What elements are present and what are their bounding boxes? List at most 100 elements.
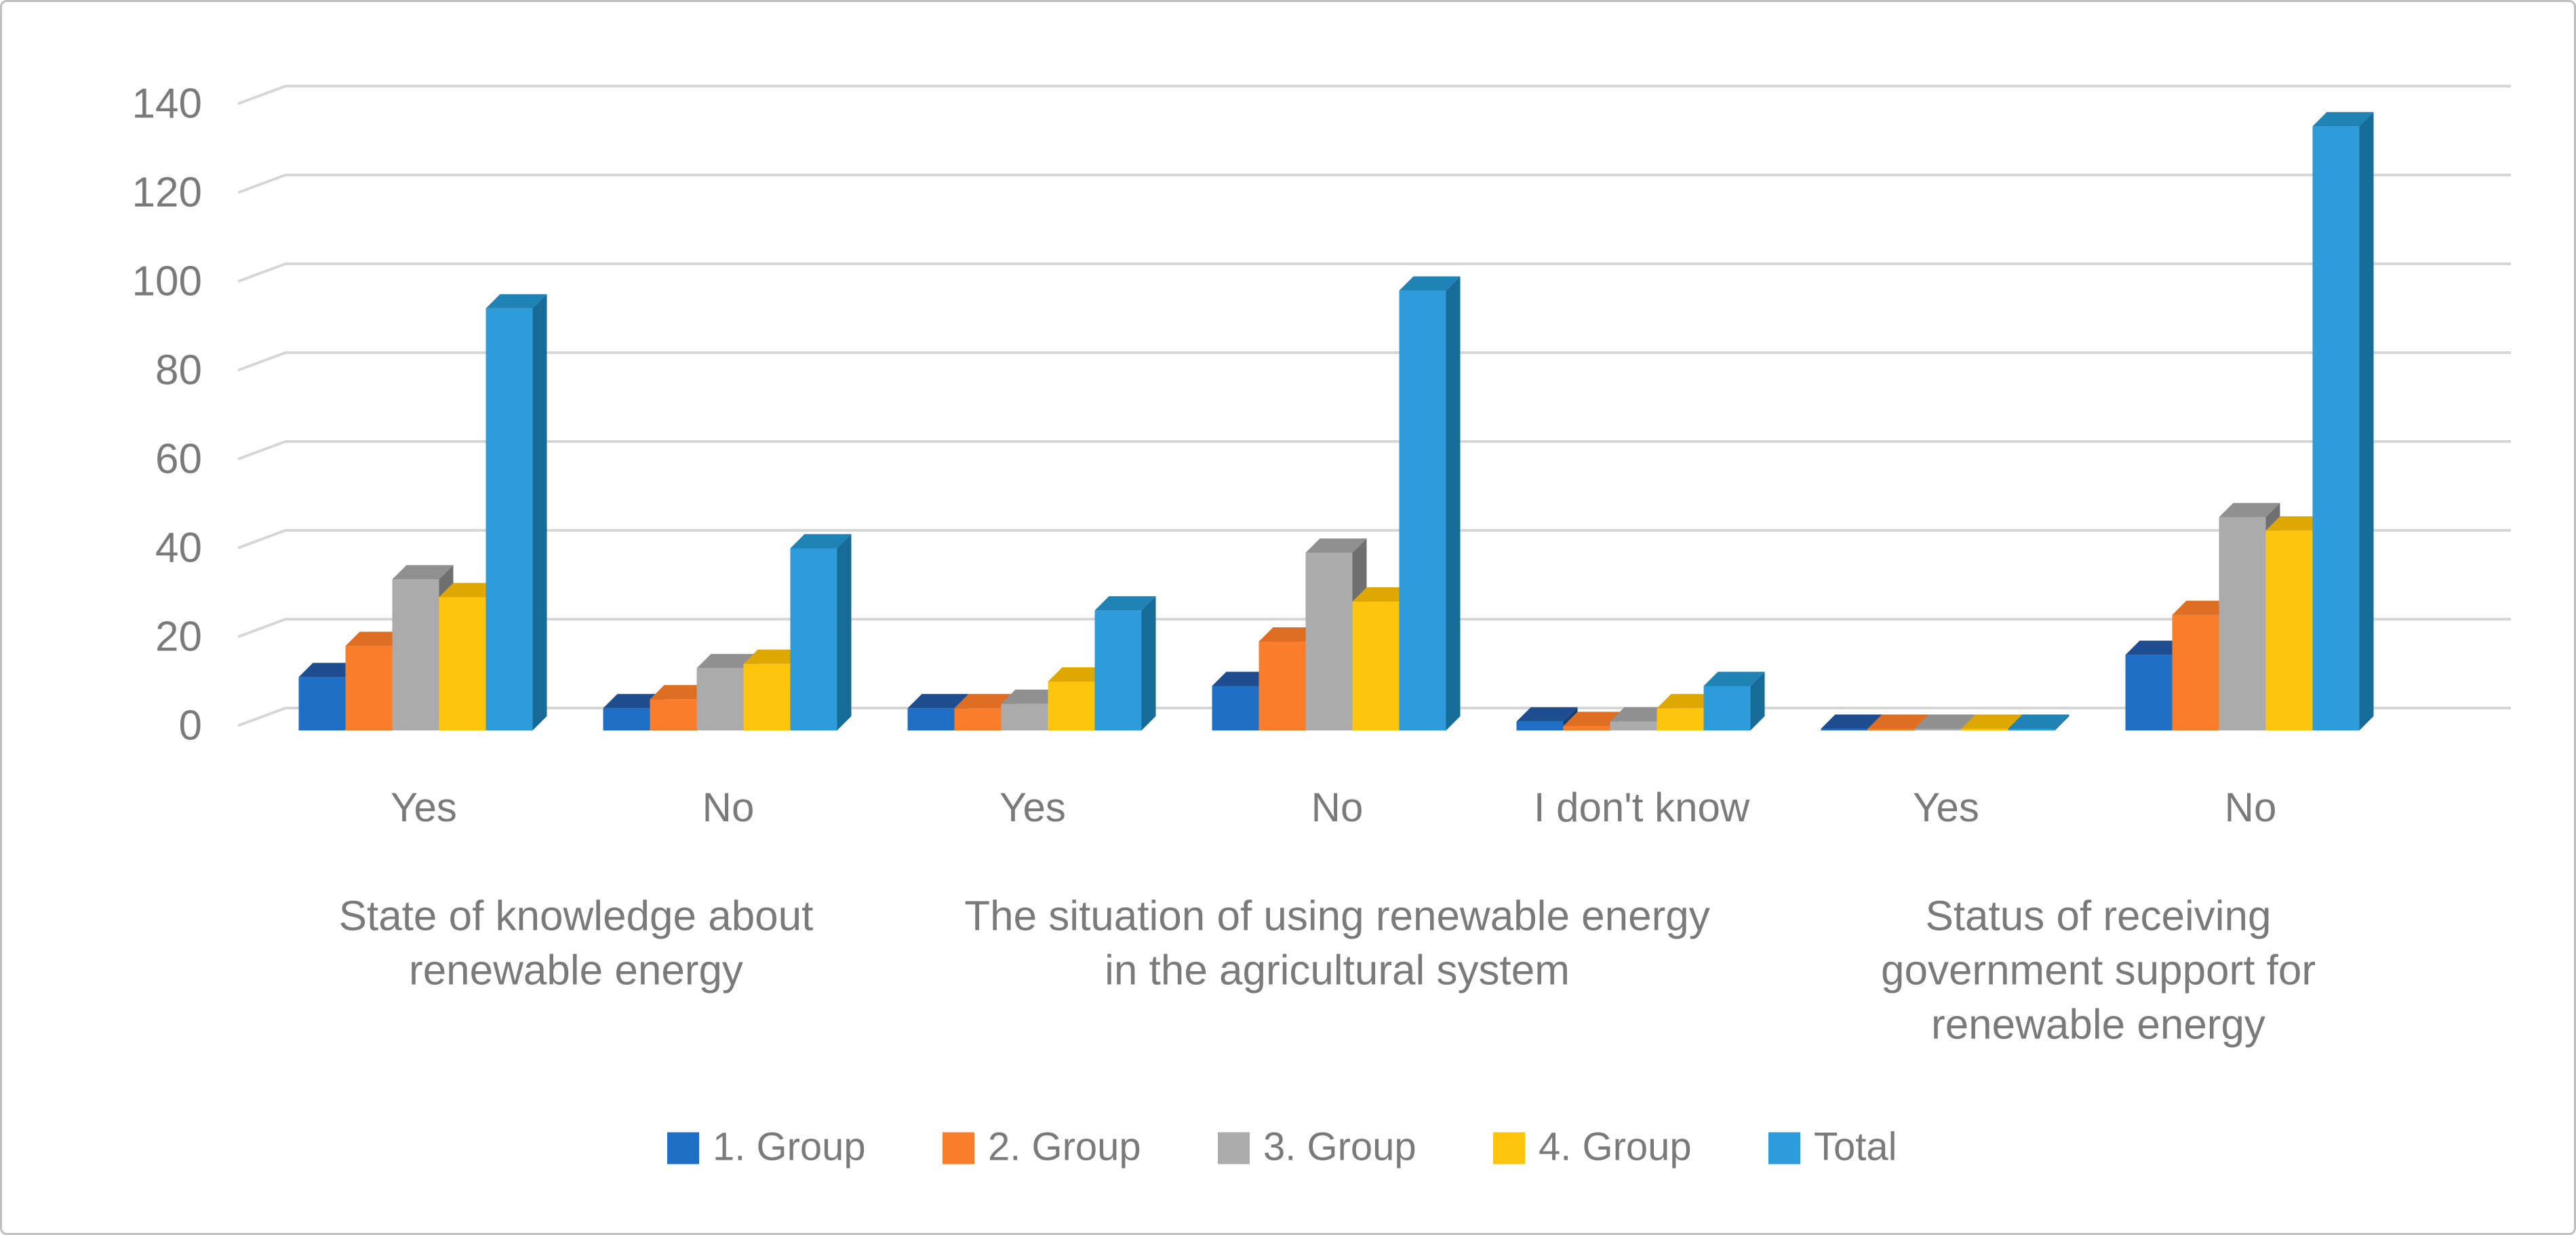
bar-total-cat4-side xyxy=(1750,671,1765,730)
bar-4-group-cat3-front xyxy=(1352,602,1400,730)
x-axis-category-label-5: Yes xyxy=(1913,785,1979,830)
bar-2-group-cat2-front xyxy=(954,708,1002,730)
bar-3-group-cat6-front xyxy=(2219,517,2266,730)
bar-total-cat6-front xyxy=(2312,126,2360,730)
bar-total-cat3-side xyxy=(1446,276,1461,730)
bar-2-group-cat6-front xyxy=(2172,614,2219,730)
bar-total-cat4-front xyxy=(1703,686,1751,730)
bar-1-group-cat4-top xyxy=(1516,707,1578,722)
bar-1-group-cat5-front xyxy=(1821,728,1868,730)
bar-total-cat2-top xyxy=(1094,596,1156,611)
bar-2-group-cat0-front xyxy=(345,646,393,730)
bar-total-cat5-front xyxy=(2008,728,2055,730)
bar-2-group-cat4-top xyxy=(1563,711,1625,726)
y-axis-tick-label-140: 140 xyxy=(132,80,202,127)
bar-total-cat0-side xyxy=(532,294,547,730)
legend-swatch-total xyxy=(1768,1132,1800,1164)
bar-1-group-cat6-front xyxy=(2125,654,2173,730)
bar-total-cat3-front xyxy=(1399,290,1446,730)
y-axis-tick-label-20: 20 xyxy=(155,613,202,660)
legend-label-total: Total xyxy=(1814,1124,1897,1169)
bar-4-group-cat4-top xyxy=(1657,694,1718,709)
bar-2-group-cat1-top xyxy=(650,685,711,700)
bar-3-group-cat1-top xyxy=(696,654,758,669)
legend-label-1-group: 1. Group xyxy=(713,1124,866,1169)
x-axis-category-label-4: I don't know xyxy=(1534,785,1750,830)
bar-3-group-cat4-front xyxy=(1610,721,1657,730)
y-axis-tick-label-120: 120 xyxy=(132,169,202,216)
bar-3-group-cat0-front xyxy=(392,579,439,730)
bar-3-group-cat0-top xyxy=(392,565,454,580)
bar-total-cat2-side xyxy=(1141,596,1156,730)
bar-1-group-cat1-top xyxy=(603,694,665,709)
bar-1-group-cat0-front xyxy=(298,677,346,730)
bar-3-group-cat3-front xyxy=(1305,553,1353,730)
bar-4-group-cat6-top xyxy=(2265,516,2327,531)
legend-swatch-2-group xyxy=(943,1132,974,1164)
bar-1-group-cat0-top xyxy=(298,663,360,678)
question-label-2-line1: government support for xyxy=(1881,947,2316,994)
bar-4-group-cat6-front xyxy=(2265,530,2313,730)
bar-4-group-cat5-front xyxy=(1961,728,2008,730)
question-label-1-line1: in the agricultural system xyxy=(1105,947,1570,994)
bar-total-cat6-top xyxy=(2312,112,2374,127)
legend-label-4-group: 4. Group xyxy=(1539,1124,1692,1169)
gridline-60 xyxy=(237,440,2511,460)
bar-1-group-cat3-front xyxy=(1212,686,1259,730)
y-axis-tick-label-100: 100 xyxy=(132,258,202,305)
bar-2-group-cat6-top xyxy=(2172,600,2234,615)
question-label-0-line0: State of knowledge about xyxy=(339,893,814,939)
gridline-100 xyxy=(237,262,2511,283)
bar-4-group-cat3-top xyxy=(1352,587,1414,602)
legend-swatch-3-group xyxy=(1218,1132,1250,1164)
bar-4-group-cat2-front xyxy=(1048,681,1095,730)
bar-total-cat6-side xyxy=(2359,112,2374,730)
bar-4-group-cat1-top xyxy=(743,649,805,664)
x-axis-category-label-0: Yes xyxy=(391,785,457,830)
bar-total-cat1-front xyxy=(790,548,837,730)
bar-2-group-cat5-front xyxy=(1867,728,1915,730)
bar-3-group-cat3-top xyxy=(1305,538,1367,553)
x-axis-category-label-2: Yes xyxy=(999,785,1066,830)
bar-3-group-cat2-top xyxy=(1001,689,1063,704)
legend-swatch-1-group xyxy=(667,1132,699,1164)
gridline-140 xyxy=(237,85,2511,105)
bar-total-cat1-top xyxy=(790,534,852,549)
bar-3-group-cat1-front xyxy=(696,668,744,730)
bar-1-group-cat1-front xyxy=(603,708,650,730)
gridline-0 xyxy=(237,707,2511,727)
question-label-2-line2: renewable energy xyxy=(1931,1001,2265,1048)
bar-1-group-cat6-top xyxy=(2125,640,2187,655)
bar-1-group-cat5-top xyxy=(1821,714,1882,729)
question-label-2-line0: Status of receiving xyxy=(1925,893,2271,939)
bar-total-cat0-top xyxy=(486,294,547,309)
gridline-120 xyxy=(237,174,2511,194)
bar-3-group-cat2-front xyxy=(1001,703,1048,730)
y-axis-tick-label-40: 40 xyxy=(155,524,202,571)
bar-2-group-cat3-top xyxy=(1259,627,1320,642)
bar-total-cat5-top xyxy=(2008,714,2069,729)
bar-4-group-cat2-top xyxy=(1048,667,1109,682)
bar-3-group-cat5-front xyxy=(1914,728,1962,730)
bar-total-cat1-side xyxy=(837,534,852,730)
bar-4-group-cat4-front xyxy=(1657,708,1704,730)
gridline-80 xyxy=(237,351,2511,372)
y-axis-tick-label-80: 80 xyxy=(155,347,202,393)
bar-2-group-cat0-top xyxy=(345,631,407,646)
bar-3-group-cat5-top xyxy=(1914,714,1976,729)
legend-swatch-4-group xyxy=(1493,1132,1525,1164)
x-axis-category-label-1: No xyxy=(702,785,755,830)
bar-total-cat3-top xyxy=(1399,276,1461,291)
bar-total-cat2-front xyxy=(1094,610,1142,730)
bar-4-group-cat5-top xyxy=(1961,714,2023,729)
gridline-40 xyxy=(237,529,2511,549)
question-label-0-line1: renewable energy xyxy=(409,947,743,994)
bar-3-group-cat4-top xyxy=(1610,707,1671,722)
question-label-1-line0: The situation of using renewable energy xyxy=(964,893,1709,939)
bar-total-cat5-side xyxy=(2055,714,2069,730)
bar-1-group-cat2-top xyxy=(907,694,969,709)
y-axis-tick-label-60: 60 xyxy=(155,435,202,482)
bar-2-group-cat2-top xyxy=(954,694,1016,709)
bar-4-group-cat1-front xyxy=(743,663,791,730)
